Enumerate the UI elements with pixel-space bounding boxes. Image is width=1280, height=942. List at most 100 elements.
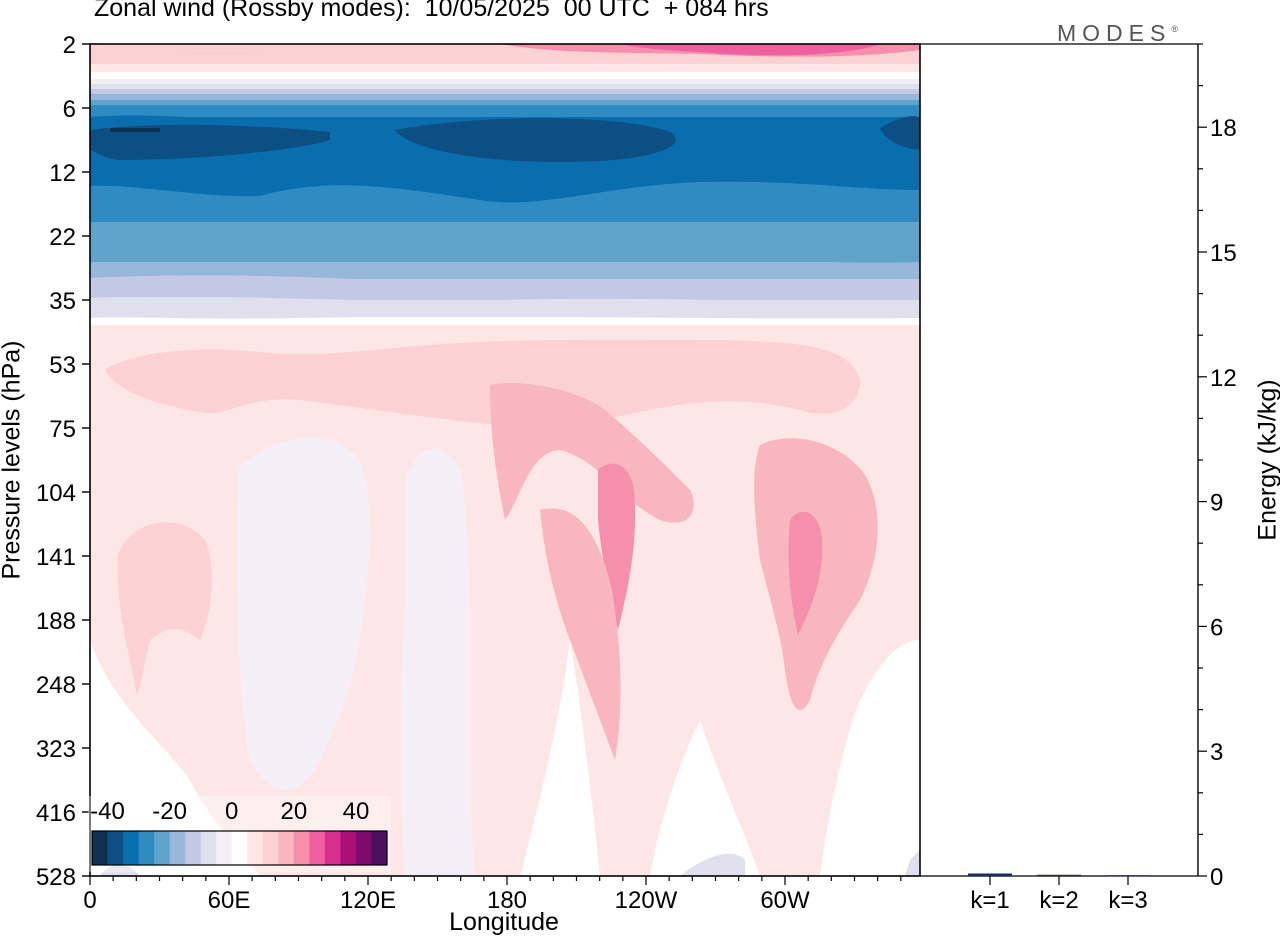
energy-tick-label: 18 bbox=[1210, 115, 1237, 142]
colorbar-swatch bbox=[324, 831, 341, 865]
colorbar-swatch bbox=[278, 831, 295, 865]
colorbar-swatch bbox=[123, 831, 140, 865]
brand-logo: MODES® bbox=[1057, 20, 1178, 46]
colorbar-swatch bbox=[200, 831, 217, 865]
energy-bar-k3 bbox=[1106, 875, 1150, 877]
energy-panel: 0 3 6 9 12 15 18 k=1 k=2 k=3 bbox=[920, 43, 1237, 914]
contour-band bbox=[90, 72, 920, 79]
energy-tick-label: 3 bbox=[1210, 739, 1223, 766]
wind-contour-field bbox=[90, 44, 920, 876]
pressure-tick-label: 528 bbox=[36, 864, 76, 891]
colorbar-tick-label: 40 bbox=[343, 798, 370, 825]
colorbar-swatch bbox=[169, 831, 186, 865]
contour-band bbox=[90, 105, 920, 117]
pressure-tick-label: 12 bbox=[49, 160, 76, 187]
contour-band bbox=[90, 64, 920, 72]
chart-title: Zonal wind (Rossby modes): 10/05/2025 00… bbox=[94, 0, 769, 22]
contour-region bbox=[90, 231, 920, 263]
colorbar-swatch bbox=[231, 831, 248, 865]
contour-region bbox=[90, 640, 260, 876]
energy-category-label: k=3 bbox=[1108, 887, 1147, 914]
pressure-tick-label: 6 bbox=[63, 96, 76, 123]
longitude-tick-label: 120E bbox=[340, 887, 396, 914]
colorbar-frame bbox=[91, 830, 388, 866]
contour-region bbox=[880, 116, 920, 150]
energy-tick-label: 0 bbox=[1210, 864, 1223, 891]
colorbar-tick-label: 20 bbox=[280, 798, 307, 825]
colorbar-swatch bbox=[107, 831, 124, 865]
pressure-tick-label: 188 bbox=[36, 608, 76, 635]
colorbar-swatch bbox=[138, 831, 155, 865]
contour-band bbox=[90, 89, 920, 94]
contour-region bbox=[90, 275, 920, 302]
colorbar-swatch bbox=[371, 831, 388, 865]
pressure-tick-label: 323 bbox=[36, 736, 76, 763]
x-axis-label: Longitude bbox=[449, 908, 559, 936]
contour-region bbox=[788, 511, 823, 635]
pressure-tick-label: 416 bbox=[36, 800, 76, 827]
colorbar-swatch bbox=[355, 831, 372, 865]
contour-region bbox=[680, 853, 745, 876]
contour-band bbox=[90, 100, 920, 105]
contour-region bbox=[820, 640, 920, 876]
contour-region bbox=[90, 300, 920, 319]
pressure-tick-label: 104 bbox=[36, 480, 76, 507]
colorbar-swatch bbox=[293, 831, 310, 865]
colorbar-swatch bbox=[262, 831, 279, 865]
pressure-tick-label: 53 bbox=[49, 352, 76, 379]
contour-band bbox=[90, 94, 920, 100]
colorbar-swatch bbox=[247, 831, 264, 865]
colorbar-tick-label: -20 bbox=[152, 798, 187, 825]
colorbar-swatch bbox=[92, 831, 109, 865]
contour-region bbox=[905, 850, 920, 876]
colorbar-tick-label: -40 bbox=[90, 798, 125, 825]
energy-tick-label: 6 bbox=[1210, 614, 1223, 641]
pressure-tick-label: 22 bbox=[49, 224, 76, 251]
contour-region bbox=[117, 522, 212, 695]
longitude-ticks: 0 60E 120E 180 120W 60W bbox=[83, 876, 902, 914]
colorbar-swatch bbox=[154, 831, 171, 865]
contour-band bbox=[90, 84, 920, 89]
energy-tick-label: 12 bbox=[1210, 365, 1237, 392]
longitude-tick-label: 60E bbox=[208, 887, 251, 914]
contour-region bbox=[237, 437, 370, 790]
contour-region bbox=[598, 463, 636, 630]
pressure-tick-label: 2 bbox=[63, 32, 76, 59]
contour-region bbox=[520, 640, 600, 876]
pressure-tick-label: 248 bbox=[36, 672, 76, 699]
pressure-tick-label: 141 bbox=[36, 544, 76, 571]
longitude-tick-label: 60W bbox=[760, 887, 810, 914]
contour-band bbox=[90, 79, 920, 84]
colorbar: -40 -20 0 20 40 bbox=[88, 796, 391, 872]
contour-region bbox=[105, 339, 860, 427]
colorbar-swatch bbox=[185, 831, 202, 865]
contour-band bbox=[90, 262, 920, 279]
energy-tick-label: 9 bbox=[1210, 490, 1223, 517]
contour-region bbox=[100, 864, 140, 876]
pressure-tick-label: 35 bbox=[49, 288, 76, 315]
longitude-tick-label: 120W bbox=[615, 887, 678, 914]
contour-region bbox=[395, 118, 676, 162]
energy-category-label: k=1 bbox=[970, 887, 1009, 914]
contour-region bbox=[490, 382, 694, 523]
energy-bar-k1 bbox=[968, 873, 1012, 876]
contour-region bbox=[620, 44, 880, 56]
contour-region bbox=[90, 124, 330, 160]
energy-category-label: k=2 bbox=[1039, 887, 1078, 914]
pressure-ticks: 2 6 12 22 35 53 75 104 141 188 248 323 416 528 bbox=[36, 32, 90, 891]
energy-tick-label: 15 bbox=[1210, 240, 1237, 267]
colorbar-swatch bbox=[340, 831, 357, 865]
contour-region bbox=[540, 508, 621, 760]
contour-region bbox=[401, 448, 475, 876]
longitude-tick-label: 0 bbox=[83, 887, 96, 914]
colorbar-swatch bbox=[309, 831, 326, 865]
pressure-tick-label: 75 bbox=[49, 416, 76, 443]
colorbar-swatch bbox=[216, 831, 233, 865]
contour-band bbox=[90, 317, 920, 325]
contour-region bbox=[110, 128, 160, 132]
colorbar-tick-label: 0 bbox=[225, 798, 238, 825]
longitude-tick-label: 180 bbox=[487, 887, 527, 914]
main-plot-frame bbox=[89, 43, 921, 877]
